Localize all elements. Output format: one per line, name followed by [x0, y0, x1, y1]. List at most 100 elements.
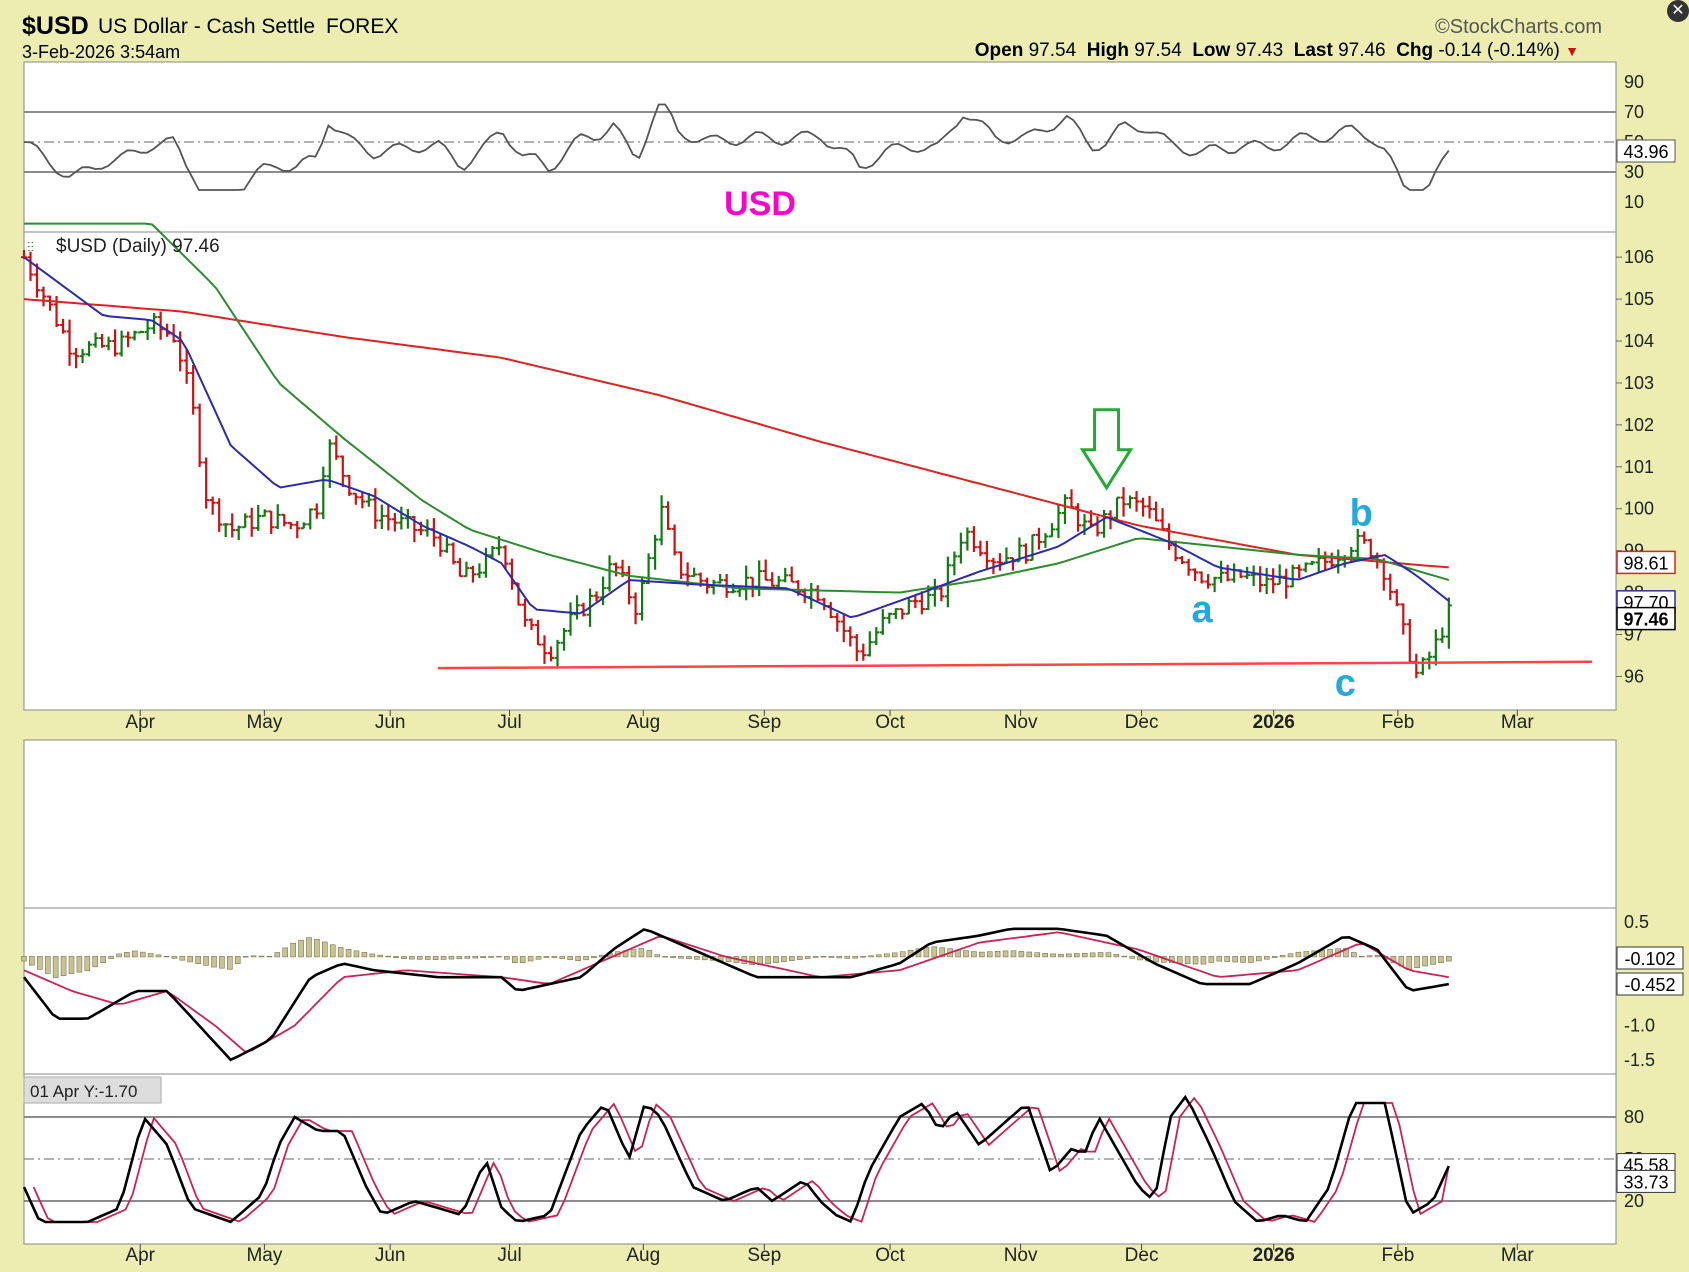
stoch-tick-label: 80 — [1624, 1107, 1644, 1127]
macd-histogram-bar — [1058, 953, 1064, 958]
macd-histogram-bar — [1018, 951, 1025, 958]
month-label: Aug — [626, 712, 660, 733]
month-label: Aug — [626, 1245, 660, 1266]
month-label: Oct — [875, 712, 905, 733]
macd-histogram-bar — [1374, 954, 1381, 958]
macd-histogram-bar — [68, 956, 75, 974]
down-arrow-icon — [1079, 408, 1134, 491]
macd-histogram-bar — [844, 956, 851, 959]
macd-histogram-bar — [891, 952, 898, 958]
macd-histogram-bar — [1430, 956, 1436, 965]
macd-histogram-bar — [409, 956, 415, 960]
macd-histogram-bar — [971, 951, 977, 958]
macd-histogram-bar — [227, 956, 233, 970]
macd-histogram-bar — [1351, 952, 1357, 958]
price-tick-label: 102 — [1624, 415, 1654, 435]
down-triangle-icon: ▼ — [1565, 43, 1579, 59]
macd-histogram-bar — [1414, 956, 1420, 968]
macd-histogram-bar — [385, 955, 391, 958]
month-label: Jun — [375, 1245, 406, 1266]
macd-histogram-bar — [567, 956, 573, 960]
month-label: Apr — [125, 712, 155, 733]
macd-histogram-bar — [868, 955, 874, 958]
sma-long-badge-box — [1616, 550, 1676, 575]
macd-histogram-bar — [258, 955, 265, 958]
month-label: Jun — [375, 712, 406, 733]
price-tick-label: 100 — [1624, 499, 1654, 519]
brand-logo: ©StockCharts.com — [1435, 16, 1603, 38]
macd-histogram-bar — [1208, 956, 1215, 963]
sma-short-line — [23, 256, 1450, 619]
macd-histogram-bar — [290, 942, 296, 958]
rsi-label: USD — [724, 185, 796, 223]
price-badge-box — [1616, 606, 1676, 631]
macd-histogram-bar — [1216, 956, 1223, 962]
high-value: 97.54 — [1134, 40, 1182, 61]
chg-value: -0.14 (-0.14%) — [1438, 40, 1560, 61]
macd-histogram-bar — [820, 956, 827, 958]
macd-histogram-bar — [1042, 952, 1048, 958]
price-panel — [23, 231, 1617, 711]
macd-histogram-bar — [519, 956, 526, 964]
macd-histogram-bar — [836, 956, 843, 959]
macd-histogram-bar — [21, 956, 27, 962]
symbol-description: US Dollar - Cash Settle — [98, 15, 316, 38]
macd-histogram-bar — [424, 956, 431, 960]
macd-histogram-bar — [448, 956, 455, 960]
macd-histogram-bar — [1097, 952, 1104, 958]
macd-histogram-bar — [662, 956, 668, 958]
macd-histogram-bar — [876, 954, 882, 958]
macd-histogram-bar — [496, 956, 502, 958]
macd-histogram-bar — [1034, 952, 1041, 958]
macd-histogram-bar — [1232, 956, 1238, 963]
month-label: 2026 — [1253, 1245, 1295, 1266]
low-label: Low — [1192, 40, 1231, 61]
macd-badge-top: -0.102 — [1624, 949, 1675, 969]
macd-histogram-bar — [1113, 954, 1120, 958]
macd-histogram-bar — [646, 950, 653, 958]
close-icon[interactable]: ✕ — [1667, 0, 1689, 22]
macd-histogram-bar — [1200, 956, 1207, 965]
macd-histogram-bar — [654, 954, 661, 958]
macd-histogram-bar — [535, 956, 542, 960]
month-label: Feb — [1382, 712, 1415, 733]
macd-badge-top-box — [1616, 946, 1684, 970]
macd-histogram-bar — [100, 956, 106, 963]
rsi-value-badge: 43.96 — [1623, 142, 1668, 162]
macd-histogram-bar — [361, 952, 368, 958]
macd-histogram-bar — [321, 941, 328, 958]
macd-tick-label: -1.5 — [1624, 1050, 1655, 1070]
macd-histogram-bar — [678, 956, 684, 959]
stoch-badge-bottom-box — [1616, 1169, 1676, 1193]
macd-histogram-bar — [638, 948, 645, 958]
rsi-tick-label: 10 — [1624, 192, 1644, 212]
macd-histogram-bar — [147, 953, 154, 958]
open-label: Open — [974, 40, 1024, 61]
price-layer: 10610510410310210110099989796abc98.6197.… — [21, 222, 1676, 704]
macd-histogram-bar — [393, 956, 399, 958]
macd-histogram-bar — [282, 947, 289, 958]
macd-histogram-bar — [812, 956, 819, 958]
datetime-label: 3-Feb-2026 3:54am — [22, 42, 181, 62]
macd-histogram-bar — [559, 956, 566, 959]
macd-histogram-bar — [211, 956, 217, 968]
macd-histogram-bar — [60, 956, 67, 976]
macd-histogram-bar — [630, 949, 637, 958]
rsi-tick-label: 70 — [1624, 102, 1644, 122]
month-label: May — [246, 712, 282, 733]
month-label: May — [246, 1245, 282, 1266]
macd-histogram-bar — [1192, 956, 1199, 965]
macd-panel — [23, 907, 1617, 1075]
macd-histogram-bar — [171, 956, 178, 959]
macd-histogram-bar — [551, 956, 558, 958]
macd-histogram-bar — [804, 956, 811, 959]
wave-label-a: a — [1192, 589, 1214, 631]
macd-histogram-bar — [1081, 952, 1088, 958]
rsi-tick-label: 90 — [1624, 72, 1644, 92]
macd-histogram-bar — [132, 950, 138, 958]
macd-histogram-bar — [1089, 952, 1096, 958]
macd-histogram-bar — [432, 956, 439, 960]
macd-histogram-bar — [543, 956, 550, 958]
macd-histogram-bar — [1358, 956, 1365, 958]
